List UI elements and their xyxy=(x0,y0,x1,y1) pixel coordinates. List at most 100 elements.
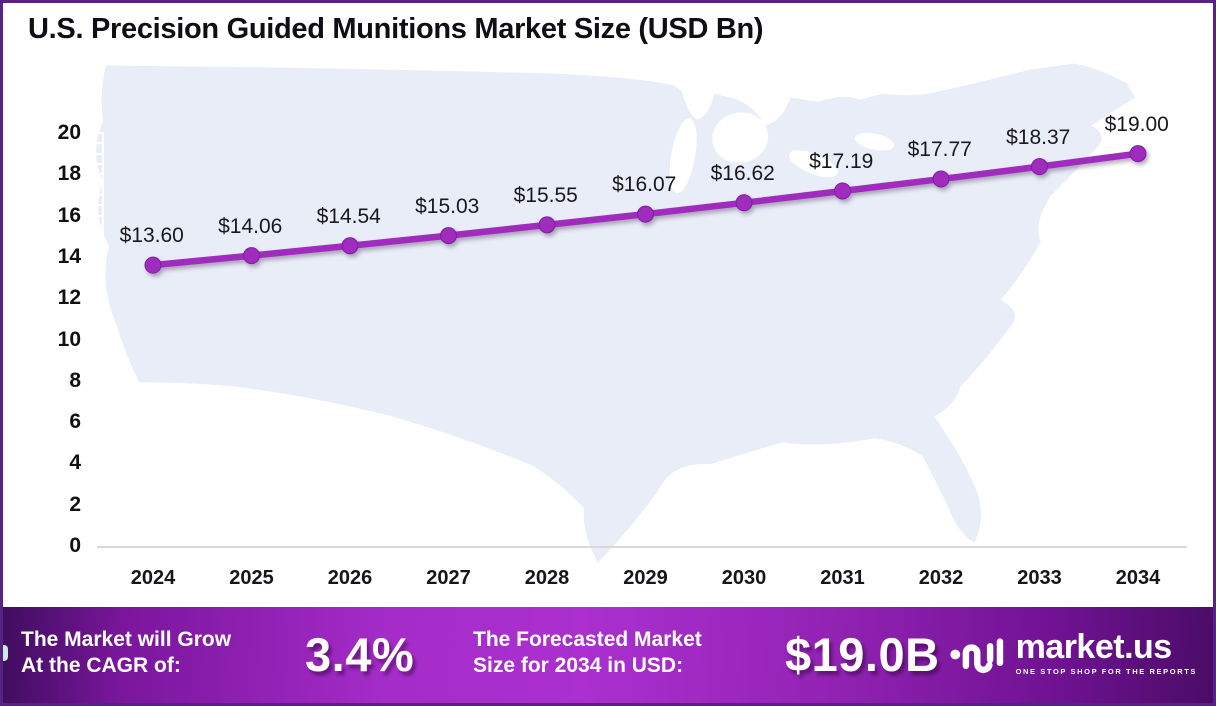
y-minor-tick xyxy=(95,204,102,207)
y-minor-tick xyxy=(95,255,102,258)
cagr-label-line1: The Market will Grow xyxy=(21,628,232,651)
y-tick-label: 8 xyxy=(69,368,81,392)
x-tick-label: 2029 xyxy=(623,567,668,589)
brand-text: market.us ONE STOP SHOP FOR THE REPORTS xyxy=(1016,630,1197,676)
y-minor-tick xyxy=(95,276,102,279)
x-tick-label: 2032 xyxy=(918,567,964,589)
y-minor-tick xyxy=(95,338,102,341)
y-tick-label: 20 xyxy=(57,121,81,144)
y-minor-tick xyxy=(95,132,102,134)
x-tick-label: 2028 xyxy=(524,567,570,589)
y-tick-label: 0 xyxy=(69,534,81,557)
y-minor-tick xyxy=(95,544,102,547)
y-minor-tick xyxy=(95,390,102,392)
y-minor-tick xyxy=(95,183,102,186)
y-minor-tick xyxy=(95,173,102,176)
y-minor-tick xyxy=(95,162,102,165)
cagr-label-line2: At the CAGR of: xyxy=(21,654,181,677)
forecast-label-line1: The Forecasted Market xyxy=(473,628,702,651)
data-point-2029 xyxy=(637,205,654,223)
y-minor-tick xyxy=(95,400,102,403)
y-minor-tick xyxy=(95,193,102,196)
y-minor-tick xyxy=(95,462,102,465)
y-minor-tick xyxy=(95,369,102,372)
y-minor-tick xyxy=(95,441,102,444)
y-minor-tick xyxy=(95,245,102,248)
y-minor-tick xyxy=(95,451,102,454)
data-point-label-2028: $15.55 xyxy=(513,183,578,207)
y-minor-tick xyxy=(95,235,102,238)
y-minor-tick xyxy=(95,503,102,506)
y-minor-tick xyxy=(95,317,102,320)
edge-accent xyxy=(3,645,8,661)
y-minor-tick xyxy=(95,297,102,300)
y-minor-tick xyxy=(95,524,102,527)
y-minor-tick xyxy=(95,328,102,331)
x-tick-label: 2025 xyxy=(229,567,274,589)
data-point-label-2030: $16.62 xyxy=(710,161,775,185)
y-minor-tick xyxy=(95,359,102,362)
brand-logo: market.us ONE STOP SHOP FOR THE REPORTS xyxy=(949,625,1197,681)
y-minor-tick xyxy=(95,152,102,155)
y-tick-label: 14 xyxy=(57,244,81,268)
y-minor-tick xyxy=(95,379,102,382)
data-point-2032 xyxy=(932,170,950,188)
y-tick-label: 16 xyxy=(57,203,81,227)
y-tick-label: 4 xyxy=(69,451,81,475)
footer-banner: The Market will Grow At the CAGR of: 3.4… xyxy=(3,607,1213,703)
y-minor-tick xyxy=(95,410,102,413)
x-tick-label: 2024 xyxy=(130,567,176,589)
data-point-2030 xyxy=(735,194,753,212)
x-tick-label: 2034 xyxy=(1115,567,1161,589)
cagr-value: 3.4% xyxy=(305,628,415,681)
data-point-label-2034: $19.00 xyxy=(1104,112,1169,136)
y-minor-tick xyxy=(95,493,102,496)
forecast-label: The Forecasted Market Size for 2034 in U… xyxy=(473,627,702,679)
data-point-2033 xyxy=(1031,158,1048,176)
x-axis-line xyxy=(97,546,1187,548)
y-tick-label: 2 xyxy=(69,492,81,516)
x-tick-label: 2033 xyxy=(1017,567,1062,589)
y-tick-label: 12 xyxy=(57,286,81,310)
y-minor-tick xyxy=(95,266,102,269)
x-tick-label: 2031 xyxy=(820,567,865,589)
data-point-label-2029: $16.07 xyxy=(612,173,677,197)
line-series-plot xyxy=(144,145,1147,274)
x-tick-label: 2030 xyxy=(721,567,767,589)
data-point-2025 xyxy=(243,247,260,265)
y-minor-tick xyxy=(95,307,102,310)
y-minor-tick xyxy=(95,534,102,537)
y-minor-tick xyxy=(95,431,102,434)
y-minor-tick xyxy=(95,286,102,289)
data-point-2026 xyxy=(341,237,359,255)
y-minor-tick xyxy=(95,224,102,227)
y-tick-label: 18 xyxy=(57,162,81,186)
x-tick-label: 2027 xyxy=(426,567,471,589)
y-minor-tick xyxy=(95,142,102,145)
forecast-label-line2: Size for 2034 in USD: xyxy=(473,654,684,677)
data-point-label-2026: $14.54 xyxy=(316,204,381,228)
data-point-2024 xyxy=(144,256,162,274)
y-minor-tick xyxy=(95,482,102,485)
data-point-label-2024: $13.60 xyxy=(119,224,184,248)
y-minor-tick xyxy=(95,472,102,475)
data-point-label-2031: $17.19 xyxy=(809,150,874,174)
data-point-2034 xyxy=(1129,145,1147,163)
data-point-2031 xyxy=(834,182,851,200)
great-lakes xyxy=(669,112,895,194)
y-minor-tick xyxy=(95,214,102,217)
y-minor-tick xyxy=(95,420,102,423)
x-tick-label: 2026 xyxy=(327,567,373,589)
data-point-label-2033: $18.37 xyxy=(1006,125,1071,149)
data-point-label-2025: $14.06 xyxy=(218,214,283,238)
data-point-2028 xyxy=(538,216,556,234)
data-point-label-2027: $15.03 xyxy=(415,194,480,218)
cagr-label: The Market will Grow At the CAGR of: xyxy=(21,627,231,679)
y-minor-tick xyxy=(95,513,102,516)
y-tick-label: 10 xyxy=(57,327,81,351)
data-point-label-2032: $17.77 xyxy=(907,138,972,162)
brand-tagline: ONE STOP SHOP FOR THE REPORTS xyxy=(1015,667,1197,676)
data-point-2027 xyxy=(440,227,457,245)
forecast-value: $19.0B xyxy=(785,628,940,681)
